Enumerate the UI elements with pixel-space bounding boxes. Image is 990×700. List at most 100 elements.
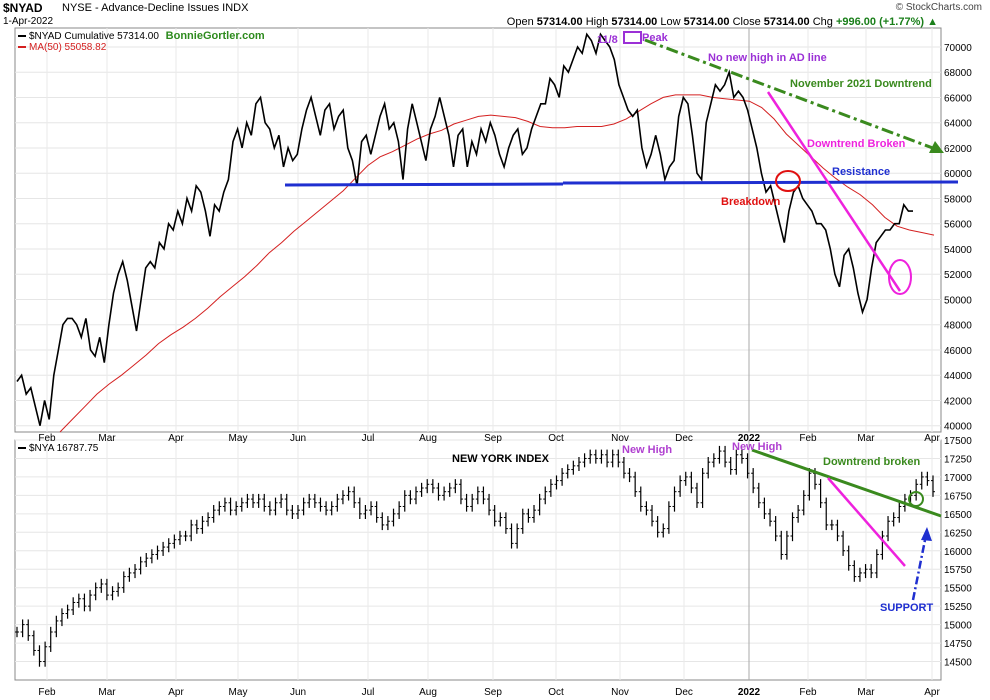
nyad-series-line xyxy=(16,32,913,426)
bottom-x-tick-label: Apr xyxy=(168,687,184,698)
top-x-tick-label: 2022 xyxy=(738,433,761,444)
legend-nyad-text: $NYAD Cumulative 57314.00 xyxy=(29,31,159,42)
bottom-y-tick-label: 15250 xyxy=(944,602,972,613)
top-x-tick-label: Apr xyxy=(924,433,940,444)
top-y-tick-label: 56000 xyxy=(944,220,972,231)
bottom-x-tick-label: Jun xyxy=(290,687,306,698)
peak-label: Peak xyxy=(642,32,669,44)
top-x-tick-label: Feb xyxy=(38,433,56,444)
chg-value: +996.00 (+1.77%) xyxy=(835,16,925,28)
ma50-series-line xyxy=(59,94,935,433)
top-y-tick-label: 62000 xyxy=(944,144,972,155)
high-value: 57314.00 xyxy=(611,16,658,28)
bottom-x-ticks: Feb Mar Apr May Jun Jul Aug Sep Oct Nov Dec 2022 Feb… xyxy=(38,687,940,698)
legend-ma-text: MA(50) 55058.82 xyxy=(29,42,107,53)
bottom-y-tick-label: 16000 xyxy=(944,547,972,558)
nya-title: NEW YORK INDEX xyxy=(452,453,550,465)
top-x-tick-label: Mar xyxy=(857,433,875,444)
nya-downtrend-broken-line xyxy=(827,477,906,567)
symbol-description: NYSE - Advance-Decline Issues INDX xyxy=(62,2,249,14)
top-y-tick-label: 44000 xyxy=(944,371,972,382)
legend-entry-ma: MA(50) 55058.82 xyxy=(18,42,265,53)
top-x-tick-label: Jul xyxy=(362,433,375,444)
resistance-line-right xyxy=(562,180,959,185)
nya-downtrend-broken-label: Downtrend broken xyxy=(823,456,920,468)
breakdown-label: Breakdown xyxy=(721,196,781,208)
resistance-label: Resistance xyxy=(832,166,890,178)
legend-entry-nyad: $NYAD Cumulative 57314.00 BonnieGortler.… xyxy=(18,30,265,42)
top-y-tick-label: 64000 xyxy=(944,119,972,130)
low-label: Low xyxy=(660,16,681,28)
top-y-tick-label: 42000 xyxy=(944,396,972,407)
bottom-x-tick-label: May xyxy=(229,687,248,698)
open-label: Open xyxy=(506,16,534,28)
support-arrow-line xyxy=(911,534,928,601)
peak-box xyxy=(623,31,642,44)
top-x-tick-label: Jun xyxy=(290,433,306,444)
bottom-y-tick-label: 15000 xyxy=(944,621,972,632)
top-x-tick-label: Apr xyxy=(168,433,184,444)
bottom-y-tick-label: 17500 xyxy=(944,436,972,447)
bottom-y-tick-label: 16750 xyxy=(944,491,972,502)
bottom-grid xyxy=(15,439,941,680)
top-y-tick-label: 58000 xyxy=(944,194,972,205)
close-label: Close xyxy=(732,16,761,28)
brand-label: BonnieGortler.com xyxy=(165,30,265,42)
top-x-tick-label: Feb xyxy=(799,433,817,444)
close-value: 57314.00 xyxy=(763,16,810,28)
bottom-panel-frame xyxy=(14,439,942,681)
bottom-y-tick-label: 17000 xyxy=(944,473,972,484)
peak-date-label: 11/8 xyxy=(597,34,618,46)
top-x-ticks: Feb Mar Apr May Jun Jul Aug Sep Oct Nov Dec 2022 Feb… xyxy=(38,433,940,444)
support-arrowhead xyxy=(921,527,932,541)
breakdown-circle xyxy=(775,170,801,192)
bottom-x-tick-label: Dec xyxy=(675,687,693,698)
top-x-tick-label: Sep xyxy=(484,433,502,444)
legend-nya-text: $NYA 16787.75 xyxy=(29,443,99,454)
bottom-x-tick-label: Feb xyxy=(38,687,56,698)
top-x-tick-label: May xyxy=(229,433,248,444)
top-y-tick-label: 52000 xyxy=(944,270,972,281)
bottom-x-tick-label: Sep xyxy=(484,687,502,698)
top-y-tick-label: 66000 xyxy=(944,93,972,104)
new-high-label-1: New High xyxy=(622,444,672,456)
top-y-tick-label: 40000 xyxy=(944,422,972,433)
bottom-y-tick-label: 15500 xyxy=(944,584,972,595)
top-x-tick-label: Aug xyxy=(419,433,437,444)
chg-label: Chg xyxy=(812,16,833,28)
top-y-tick-label: 50000 xyxy=(944,295,972,306)
top-legend: $NYAD Cumulative 57314.00 BonnieGortler.… xyxy=(18,30,265,53)
bottom-legend: $NYA 16787.75 xyxy=(18,443,98,454)
top-y-tick-label: 46000 xyxy=(944,346,972,357)
top-y-tick-label: 48000 xyxy=(944,321,972,332)
bottom-x-tick-label: 2022 xyxy=(738,687,761,698)
watermark: © StockCharts.com xyxy=(895,2,982,13)
bottom-y-tick-label: 14500 xyxy=(944,658,972,669)
top-y-tick-label: 68000 xyxy=(944,68,972,79)
resistance-line xyxy=(284,182,564,187)
bottom-x-tick-label: Jul xyxy=(362,687,375,698)
bottom-y-tick-label: 16250 xyxy=(944,528,972,539)
nya-breakout-circle xyxy=(908,491,924,507)
top-x-tick-label: Mar xyxy=(98,433,116,444)
downtrend-broken-line-top xyxy=(766,91,902,292)
nya-downtrend-line xyxy=(751,448,942,518)
top-y-tick-label: 60000 xyxy=(944,169,972,180)
downtrend-line-nov xyxy=(644,38,939,152)
top-x-tick-label: Dec xyxy=(675,433,693,444)
bottom-x-tick-label: Mar xyxy=(857,687,875,698)
top-x-tick-label: Oct xyxy=(548,433,564,444)
bottom-x-tick-label: Oct xyxy=(548,687,564,698)
nya-ohlc-bars xyxy=(15,445,935,667)
bottom-x-tick-label: Apr xyxy=(924,687,940,698)
up-triangle-icon: ▲ xyxy=(927,16,938,28)
bottom-y-tick-label: 14750 xyxy=(944,639,972,650)
top-panel-frame xyxy=(14,27,942,433)
bottom-x-tick-label: Aug xyxy=(419,687,437,698)
ohlc-readout: Open 57314.00 High 57314.00 Low 57314.00… xyxy=(507,16,938,28)
open-value: 57314.00 xyxy=(536,16,583,28)
bottom-y-ticks: 14500 14750 15000 15250 15500 15750 16000 16250… xyxy=(944,436,972,669)
top-x-tick-label: Nov xyxy=(611,433,629,444)
new-high-label-2: New High xyxy=(732,441,782,453)
